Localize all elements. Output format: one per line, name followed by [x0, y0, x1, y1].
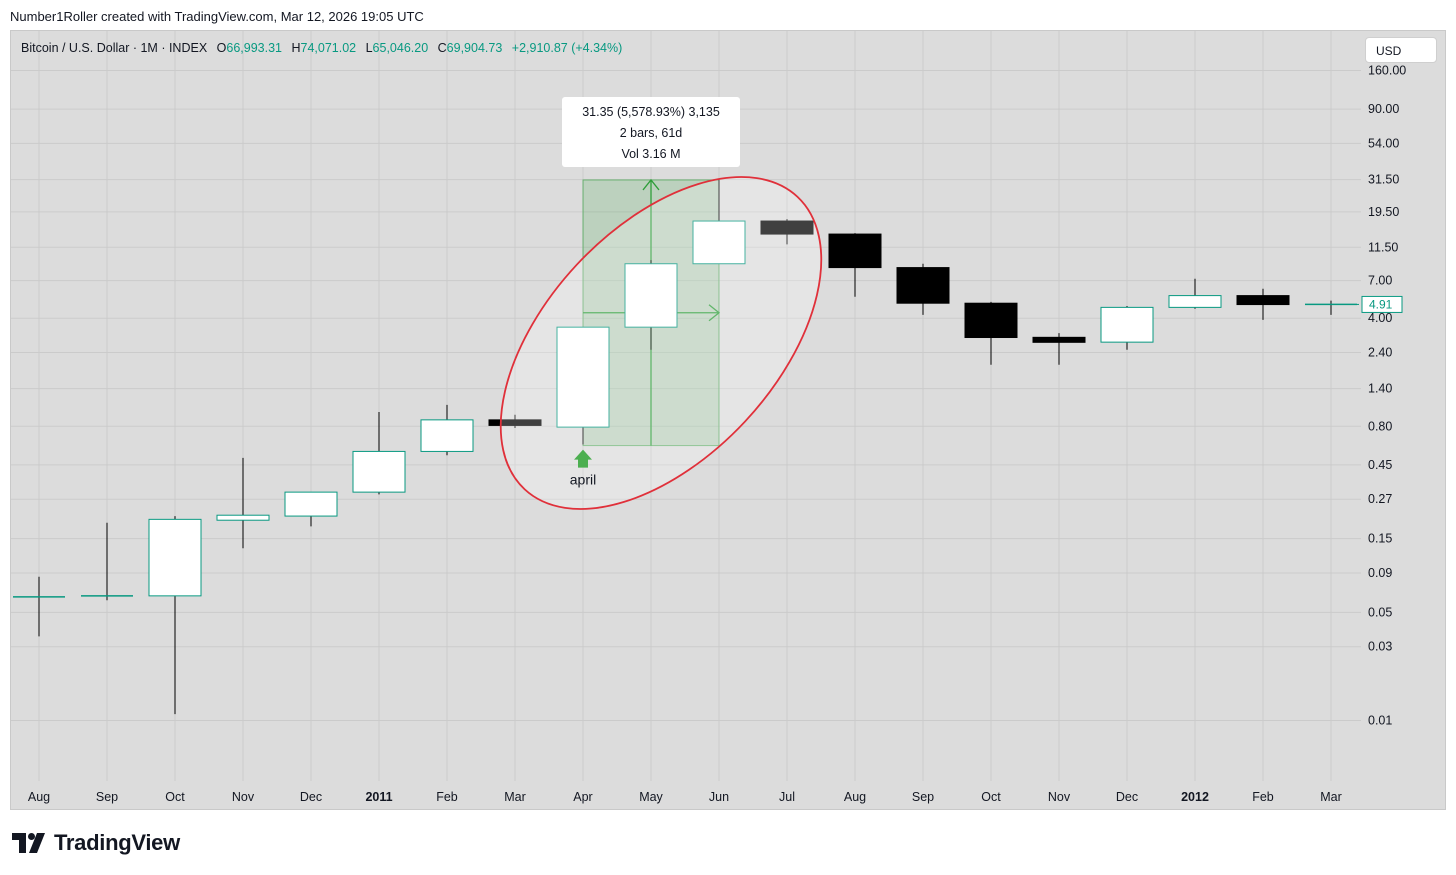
- candle-body: [420, 419, 474, 452]
- time-tick-label: Oct: [165, 790, 185, 804]
- candles: [13, 178, 1361, 715]
- price-tick-label: 0.01: [1368, 714, 1392, 728]
- time-tick-label: Mar: [1320, 790, 1342, 804]
- candle-body: [1100, 306, 1154, 343]
- measure-tooltip-line3: Vol 3.16 M: [621, 147, 680, 161]
- candle-body: [624, 263, 678, 328]
- price-tick-label: 19.50: [1368, 205, 1399, 219]
- price-tick-label: 54.00: [1368, 136, 1399, 150]
- symbol-legend: Bitcoin / U.S. Dollar · 1M · INDEX O66,9…: [21, 41, 622, 55]
- low-label: L: [365, 41, 373, 55]
- last-price-badge: [1361, 295, 1403, 313]
- price-axis: 160.00 90.00 54.00 31.50 19.50 11.50 7.00 4.00 2…: [1361, 64, 1406, 728]
- price-tick-label: 90.00: [1368, 102, 1399, 116]
- open-value: 66,993.31: [226, 41, 282, 55]
- time-tick-label: Nov: [1048, 790, 1071, 804]
- time-tick-label: Apr: [573, 790, 592, 804]
- chart-attribution: Number1Roller created with TradingView.c…: [10, 9, 424, 24]
- time-tick-label: Jul: [779, 790, 795, 804]
- time-tick-label: May: [639, 790, 663, 804]
- time-tick-label: 2011: [365, 790, 392, 804]
- price-tick-label: 160.00: [1368, 64, 1406, 78]
- candle-body: [488, 419, 542, 426]
- last-price-label: 4.91: [1369, 297, 1393, 311]
- candle-body: [1236, 295, 1290, 306]
- time-tick-label: Dec: [300, 790, 322, 804]
- price-tick-label: 4.00: [1368, 311, 1392, 325]
- candle-body: [896, 267, 950, 304]
- tradingview-logo-text: TradingView: [54, 830, 180, 855]
- annotation: 31.35 (5,578.93%) 3,135 2 bars, 61d Vol 3.…: [562, 97, 740, 488]
- price-tick-label: 0.45: [1368, 458, 1392, 472]
- time-tick-label: 2012: [1181, 790, 1209, 804]
- time-tick-label: Feb: [436, 790, 458, 804]
- candle-body: [692, 220, 746, 265]
- price-tick-label: 0.80: [1368, 419, 1392, 433]
- price-tick-label: 31.50: [1368, 173, 1399, 187]
- highlight-ellipse: [499, 176, 823, 510]
- open-label: O: [216, 41, 227, 55]
- time-tick-label: Feb: [1252, 790, 1274, 804]
- measure-arrowhead-right: [708, 304, 721, 322]
- arrow-up-icon: [574, 449, 592, 468]
- time-tick-label: Aug: [28, 790, 50, 804]
- price-tick-label: 0.05: [1368, 605, 1392, 619]
- candle-body: [284, 491, 338, 517]
- candle-body: [148, 518, 202, 597]
- chart-area[interactable]: 31.35 (5,578.93%) 3,135 2 bars, 61d Vol 3.…: [10, 30, 1446, 810]
- time-tick-label: Jun: [709, 790, 729, 804]
- price-tick-label: 2.40: [1368, 345, 1392, 359]
- close-label: C: [437, 41, 447, 55]
- time-tick-label: Dec: [1116, 790, 1138, 804]
- candle-body: [1168, 295, 1222, 308]
- price-tick-label: 0.15: [1368, 532, 1392, 546]
- high-value: 74,071.02: [300, 41, 357, 55]
- high-label: H: [291, 41, 301, 55]
- time-tick-label: Sep: [912, 790, 934, 804]
- price-tick-label: 7.00: [1368, 274, 1392, 288]
- close-value: 69,904.73: [446, 41, 503, 55]
- measure-tooltip: [562, 97, 740, 167]
- time-tick-label: Aug: [844, 790, 866, 804]
- highlight-ellipse: [499, 176, 823, 510]
- price-tick-label: 0.27: [1368, 492, 1392, 506]
- price-tick-label: 0.03: [1368, 640, 1392, 654]
- time-tick-label: Mar: [504, 790, 526, 804]
- time-tick-label: Sep: [96, 790, 118, 804]
- price-tick-label: 1.40: [1368, 382, 1392, 396]
- time-tick-label: Nov: [232, 790, 255, 804]
- candle-body: [352, 450, 406, 493]
- candle-body: [216, 514, 270, 521]
- measure-tooltip-line2: 2 bars, 61d: [620, 126, 683, 140]
- candle-body: [1032, 336, 1086, 343]
- low-value: 65,046.20: [372, 41, 429, 55]
- annotation-label: april: [570, 472, 596, 488]
- candle-body: [828, 233, 882, 269]
- change-value: +2,910.87 (+4.34%): [511, 41, 623, 55]
- candle-body: [964, 302, 1018, 339]
- tradingview-logo-icon: [12, 833, 45, 853]
- measure-arrowhead-up: [642, 178, 660, 191]
- candle-body: [556, 326, 610, 428]
- measure-tooltip-line1: 31.35 (5,578.93%) 3,135: [582, 105, 720, 119]
- candlestick-chart[interactable]: 31.35 (5,578.93%) 3,135 2 bars, 61d Vol 3.…: [11, 31, 1445, 809]
- price-tick-label: 0.09: [1368, 566, 1392, 580]
- price-tick-label: 11.50: [1368, 240, 1398, 254]
- currency-button[interactable]: USD: [1365, 37, 1437, 63]
- time-tick-label: Oct: [981, 790, 1001, 804]
- candle-body: [760, 220, 814, 235]
- time-axis: Aug Sep Oct Nov Dec 2011 Feb Mar Apr May Jun Jul Aug…: [28, 790, 1342, 804]
- symbol-name: Bitcoin / U.S. Dollar · 1M · INDEX: [21, 41, 208, 55]
- tradingview-logo: TradingView: [12, 828, 180, 858]
